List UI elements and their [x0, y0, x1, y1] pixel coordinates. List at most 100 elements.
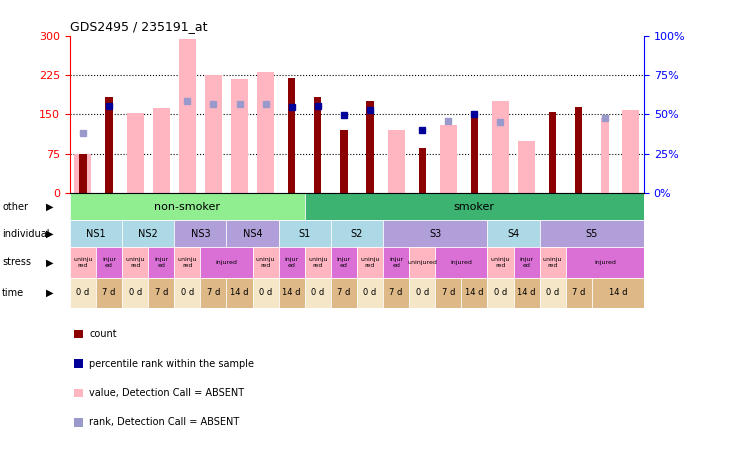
Bar: [148, 247, 174, 278]
Bar: [539, 247, 566, 278]
Bar: [461, 278, 487, 308]
Text: injur
ed: injur ed: [520, 257, 534, 267]
Text: 0 d: 0 d: [129, 288, 142, 297]
Text: uninju
red: uninju red: [543, 257, 562, 267]
Text: stress: stress: [2, 257, 31, 267]
Bar: [471, 115, 478, 193]
Bar: [492, 101, 509, 193]
Bar: [566, 278, 592, 308]
Bar: [549, 112, 556, 193]
Bar: [148, 278, 174, 308]
Text: ▶: ▶: [46, 228, 54, 238]
Bar: [487, 247, 514, 278]
Text: 14 d: 14 d: [230, 288, 249, 297]
Bar: [252, 278, 279, 308]
Text: S1: S1: [299, 228, 311, 238]
Text: uninju
red: uninju red: [360, 257, 380, 267]
Text: GDS2495 / 235191_at: GDS2495 / 235191_at: [70, 20, 208, 33]
Text: 0 d: 0 d: [311, 288, 325, 297]
Bar: [153, 108, 170, 193]
Bar: [252, 247, 279, 278]
Text: uninju
red: uninju red: [177, 257, 197, 267]
Text: injur
ed: injur ed: [285, 257, 299, 267]
Bar: [305, 193, 657, 220]
Text: uninju
red: uninju red: [125, 257, 145, 267]
Bar: [96, 278, 122, 308]
Bar: [174, 247, 200, 278]
Text: 7 d: 7 d: [102, 288, 116, 297]
Bar: [566, 247, 644, 278]
Bar: [388, 130, 405, 193]
Bar: [205, 75, 222, 193]
Text: value, Detection Call = ABSENT: value, Detection Call = ABSENT: [89, 388, 244, 398]
Bar: [314, 97, 322, 193]
Bar: [487, 278, 514, 308]
Bar: [70, 193, 305, 220]
Text: time: time: [2, 288, 24, 298]
Text: 0 d: 0 d: [416, 288, 429, 297]
Bar: [96, 247, 122, 278]
Text: 7 d: 7 d: [337, 288, 350, 297]
Bar: [419, 148, 426, 193]
Bar: [105, 97, 113, 193]
Text: 14 d: 14 d: [283, 288, 301, 297]
Text: injur
ed: injur ed: [102, 257, 116, 267]
Bar: [514, 278, 539, 308]
Text: S2: S2: [351, 228, 363, 238]
Text: injur
ed: injur ed: [389, 257, 403, 267]
Bar: [279, 247, 305, 278]
Text: 7 d: 7 d: [155, 288, 168, 297]
Bar: [331, 220, 383, 247]
Bar: [122, 247, 148, 278]
Text: 7 d: 7 d: [442, 288, 455, 297]
Bar: [575, 108, 582, 193]
Bar: [367, 101, 374, 193]
Text: non-smoker: non-smoker: [155, 201, 220, 211]
Text: 0 d: 0 d: [77, 288, 90, 297]
Text: 14 d: 14 d: [609, 288, 627, 297]
Bar: [305, 247, 331, 278]
Bar: [174, 278, 200, 308]
Bar: [70, 247, 96, 278]
Text: uninju
red: uninju red: [73, 257, 93, 267]
Bar: [79, 154, 87, 193]
Bar: [200, 278, 227, 308]
Text: individual: individual: [2, 228, 50, 238]
Text: 7 d: 7 d: [572, 288, 585, 297]
Text: injur
ed: injur ed: [337, 257, 351, 267]
Bar: [122, 220, 174, 247]
Text: uninju
red: uninju red: [308, 257, 328, 267]
Bar: [227, 220, 279, 247]
Bar: [340, 130, 347, 193]
Text: other: other: [2, 201, 28, 211]
Bar: [305, 278, 331, 308]
Bar: [539, 278, 566, 308]
Bar: [383, 278, 409, 308]
Bar: [331, 278, 357, 308]
Bar: [601, 118, 609, 193]
Bar: [487, 220, 539, 247]
Text: injured: injured: [594, 260, 616, 265]
Text: 7 d: 7 d: [389, 288, 403, 297]
Bar: [383, 220, 487, 247]
Bar: [357, 278, 383, 308]
Bar: [409, 278, 435, 308]
Text: uninju
red: uninju red: [491, 257, 510, 267]
Bar: [592, 278, 644, 308]
Text: NS4: NS4: [243, 228, 263, 238]
Bar: [514, 247, 539, 278]
Text: smoker: smoker: [454, 201, 495, 211]
Bar: [383, 247, 409, 278]
Text: ▶: ▶: [46, 257, 54, 267]
Text: NS2: NS2: [138, 228, 158, 238]
Bar: [623, 110, 640, 193]
Bar: [279, 278, 305, 308]
Text: uninjured: uninjured: [407, 260, 437, 265]
Text: 7 d: 7 d: [207, 288, 220, 297]
Text: ▶: ▶: [46, 288, 54, 298]
Bar: [200, 247, 252, 278]
Bar: [331, 247, 357, 278]
Bar: [74, 154, 91, 193]
Text: S5: S5: [586, 228, 598, 238]
Bar: [440, 125, 457, 193]
